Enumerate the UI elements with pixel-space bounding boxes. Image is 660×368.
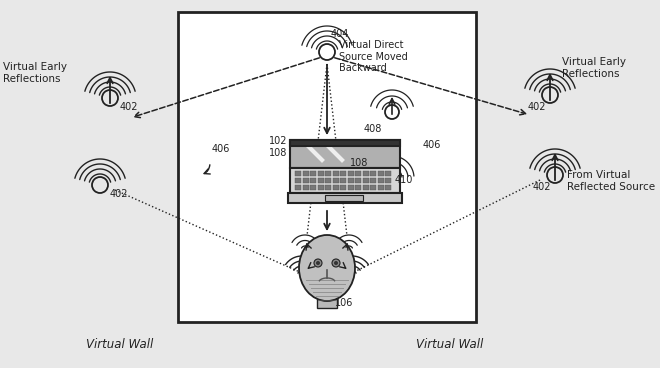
- Bar: [310, 171, 316, 176]
- Bar: [317, 171, 323, 176]
- Text: 402: 402: [533, 182, 552, 192]
- Bar: [370, 171, 376, 176]
- Bar: [333, 171, 339, 176]
- Text: Virtual Wall: Virtual Wall: [86, 338, 154, 351]
- Ellipse shape: [299, 235, 355, 301]
- Bar: [340, 171, 346, 176]
- Bar: [348, 171, 354, 176]
- Bar: [302, 185, 308, 190]
- Bar: [295, 171, 301, 176]
- Bar: [385, 185, 391, 190]
- Text: Virtual Early
Reflections: Virtual Early Reflections: [562, 57, 626, 79]
- Bar: [317, 296, 337, 308]
- Bar: [325, 195, 363, 201]
- Bar: [370, 185, 376, 190]
- Bar: [317, 178, 323, 183]
- Bar: [290, 168, 400, 193]
- Circle shape: [316, 261, 320, 265]
- Bar: [290, 140, 400, 146]
- Text: 102: 102: [269, 136, 287, 146]
- Bar: [362, 171, 368, 176]
- Text: 406: 406: [423, 140, 442, 150]
- Bar: [333, 185, 339, 190]
- Bar: [355, 185, 361, 190]
- Bar: [385, 178, 391, 183]
- Bar: [362, 185, 368, 190]
- Text: 404: 404: [331, 29, 349, 39]
- Text: 408: 408: [364, 124, 382, 134]
- Bar: [355, 171, 361, 176]
- Text: 108: 108: [350, 158, 368, 168]
- Bar: [348, 185, 354, 190]
- Text: 402: 402: [528, 102, 546, 112]
- Text: From Virtual
Reflected Source: From Virtual Reflected Source: [567, 170, 655, 192]
- Text: Virtual Wall: Virtual Wall: [416, 338, 484, 351]
- Bar: [325, 171, 331, 176]
- Text: 402: 402: [110, 189, 129, 199]
- Text: 108: 108: [269, 148, 287, 158]
- Bar: [378, 178, 383, 183]
- Bar: [355, 178, 361, 183]
- Text: 410: 410: [395, 175, 413, 185]
- Bar: [340, 185, 346, 190]
- Text: 402: 402: [120, 102, 139, 112]
- FancyBboxPatch shape: [288, 193, 402, 203]
- Bar: [340, 178, 346, 183]
- Bar: [310, 178, 316, 183]
- Bar: [302, 178, 308, 183]
- Bar: [178, 12, 476, 322]
- Bar: [295, 178, 301, 183]
- Bar: [325, 178, 331, 183]
- Text: 106: 106: [335, 298, 353, 308]
- Bar: [325, 185, 331, 190]
- Bar: [370, 178, 376, 183]
- Bar: [362, 178, 368, 183]
- Text: 406: 406: [212, 144, 230, 154]
- Circle shape: [334, 261, 338, 265]
- Circle shape: [332, 259, 340, 267]
- Bar: [295, 185, 301, 190]
- Bar: [310, 185, 316, 190]
- Circle shape: [314, 259, 322, 267]
- Bar: [378, 171, 383, 176]
- Bar: [317, 185, 323, 190]
- Bar: [302, 171, 308, 176]
- Bar: [385, 171, 391, 176]
- Bar: [290, 140, 400, 168]
- Bar: [378, 185, 383, 190]
- Bar: [348, 178, 354, 183]
- Bar: [333, 178, 339, 183]
- Text: Virtual Early
Reflections: Virtual Early Reflections: [3, 62, 67, 84]
- Text: Virtual Direct
Source Moved
Backward: Virtual Direct Source Moved Backward: [339, 40, 408, 73]
